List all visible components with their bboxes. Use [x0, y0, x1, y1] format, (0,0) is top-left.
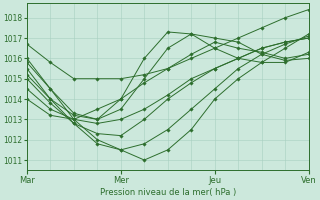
- X-axis label: Pression niveau de la mer( hPa ): Pression niveau de la mer( hPa ): [100, 188, 236, 197]
